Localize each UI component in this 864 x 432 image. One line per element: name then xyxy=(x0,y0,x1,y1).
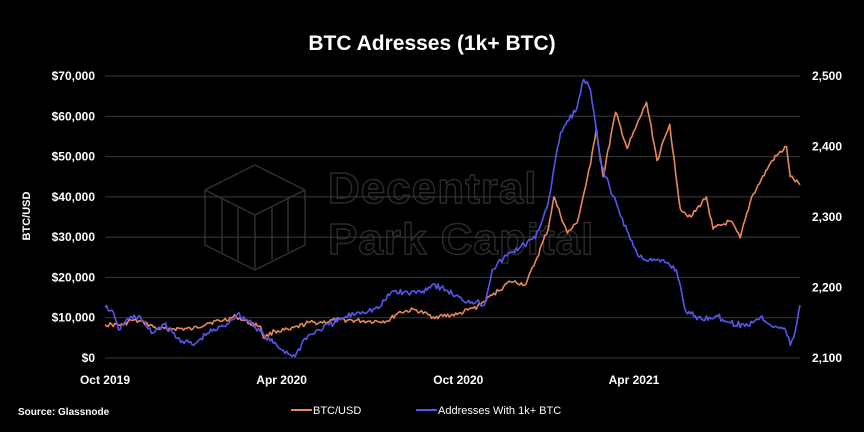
y-tick-label: $60,000 xyxy=(52,109,96,123)
right-axis-ticks: 2,100 2,200 2,300 2,400 2,500 xyxy=(812,69,842,365)
x-tick-label: Oct 2020 xyxy=(433,373,483,387)
y-tick-label: $0 xyxy=(82,351,96,365)
legend-label-addresses: Addresses With 1k+ BTC xyxy=(438,405,561,417)
y-tick-label: $20,000 xyxy=(52,270,96,284)
x-axis-ticks: Oct 2019 Apr 2020 Oct 2020 Apr 2021 xyxy=(80,373,660,387)
watermark-line1: Decentral xyxy=(328,164,538,213)
y2-tick-label: 2,400 xyxy=(812,140,842,154)
series-layer xyxy=(104,78,801,358)
grid-lines xyxy=(105,75,800,359)
y-axis-label: BTC/USD xyxy=(21,192,33,241)
y2-tick-label: 2,300 xyxy=(812,210,842,224)
watermark: Decentral Park Capital xyxy=(204,163,594,271)
cube-logo-icon xyxy=(204,164,306,271)
y-tick-label: $30,000 xyxy=(52,230,96,244)
x-tick-label: Oct 2019 xyxy=(80,373,130,387)
source-note: Source: Glassnode xyxy=(18,407,110,418)
series-line-btc-usd xyxy=(104,101,801,340)
y2-tick-label: 2,500 xyxy=(812,69,842,83)
y2-tick-label: 2,100 xyxy=(812,351,842,365)
chart-title: BTC Adresses (1k+ BTC) xyxy=(308,32,555,55)
series-line-addresses xyxy=(104,78,801,358)
y-tick-label: $50,000 xyxy=(52,150,96,164)
left-axis-ticks: $0 $10,000 $20,000 $30,000 $40,000 $50,000 $60… xyxy=(52,69,96,365)
y-tick-label: $70,000 xyxy=(52,69,96,83)
y-tick-label: $40,000 xyxy=(52,190,96,204)
y2-tick-label: 2,200 xyxy=(812,281,842,295)
x-tick-label: Apr 2021 xyxy=(609,373,660,387)
watermark-line2: Park Capital xyxy=(328,215,594,264)
legend-item-btc-usd: BTC/USD xyxy=(291,405,361,417)
y-tick-label: $10,000 xyxy=(52,311,96,325)
legend-label-btc-usd: BTC/USD xyxy=(313,405,361,417)
legend: BTC/USD Addresses With 1k+ BTC xyxy=(291,405,561,417)
legend-item-addresses: Addresses With 1k+ BTC xyxy=(416,405,561,417)
x-tick-label: Apr 2020 xyxy=(256,373,307,387)
